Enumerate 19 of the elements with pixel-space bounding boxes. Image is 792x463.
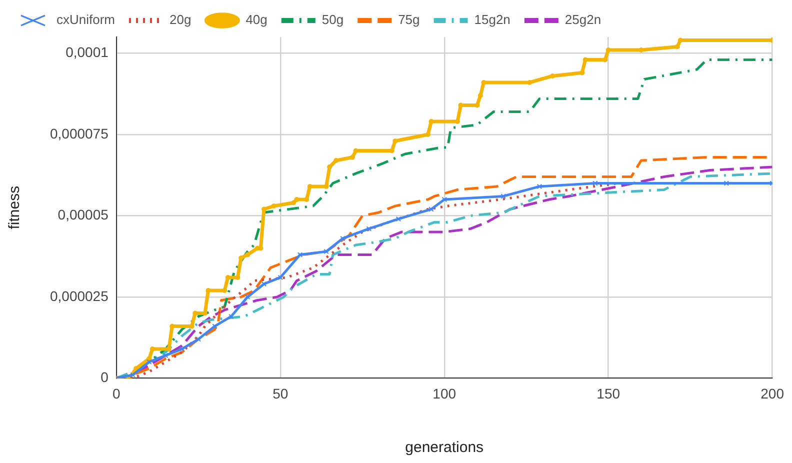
legend-label: 25g2n (564, 12, 602, 28)
x-tick-label: 200 (760, 385, 784, 402)
y-tick-label: 0,000075 (50, 125, 109, 142)
legend-label: 15g2n (474, 12, 510, 28)
y-tick-label: 0,00005 (58, 206, 109, 223)
legend-label: 40g (246, 12, 268, 28)
legend-label: 20g (170, 12, 192, 28)
x-tick-label: 0 (112, 385, 120, 402)
x-tick-label: 150 (596, 385, 620, 402)
y-tick-label: 0,000025 (50, 288, 109, 304)
x-axis-title: generations (405, 439, 484, 456)
legend-label: 75g (398, 12, 420, 28)
y-tick-label: 0 (100, 369, 109, 386)
y-axis-title: fitness (6, 186, 24, 230)
legend-label: cxUniform (56, 12, 116, 28)
legend-label: 50g (322, 12, 344, 28)
x-tick-label: 50 (272, 385, 288, 402)
x-tick-label: 100 (432, 385, 456, 402)
y-tick-label: 0,0001 (66, 44, 109, 60)
